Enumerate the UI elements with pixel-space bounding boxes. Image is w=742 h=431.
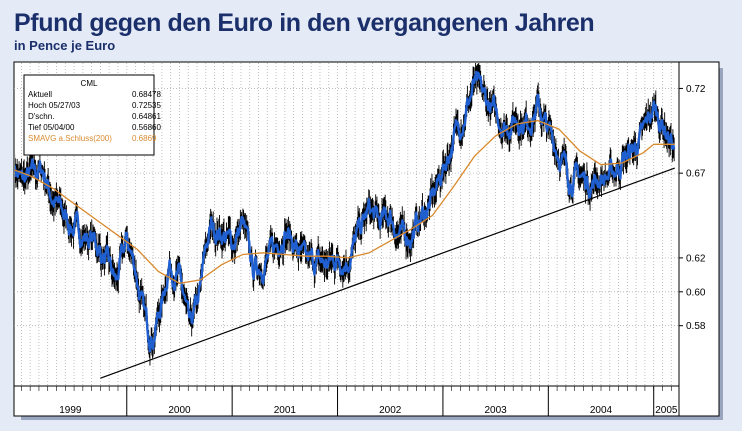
x-tick-label: 1999 (59, 405, 82, 416)
y-tick-label: 0.58 (686, 321, 706, 332)
y-tick-label: 0.72 (686, 84, 706, 95)
trendline (100, 167, 675, 379)
sma-line (15, 119, 675, 284)
legend-box (23, 74, 155, 156)
y-tick-label: 0.60 (686, 287, 706, 298)
legend-heading: CML (81, 79, 98, 88)
legend-value: 0.68478 (132, 90, 161, 99)
price-line (15, 70, 676, 353)
y-axis: 0.72 0.67 0.62 0.60 0.58 (679, 84, 706, 332)
x-tick-label: 2004 (590, 405, 613, 416)
legend-label: Hoch 05/27/03 (28, 101, 81, 110)
legend-value: 0.72535 (132, 101, 161, 110)
legend-value: 0.56860 (132, 123, 161, 132)
legend-label: Tief 05/04/00 (28, 123, 75, 132)
y-tick-label: 0.67 (686, 169, 706, 180)
x-tick-label: 2001 (274, 405, 297, 416)
x-tick-label: 2000 (168, 405, 191, 416)
chart-subtitle: in Pence je Euro (14, 38, 116, 53)
x-tick-label: 2002 (379, 405, 402, 416)
legend-value: 0.64861 (132, 112, 161, 121)
y-tick-label: 0.62 (686, 253, 706, 264)
x-axis: 1999 2000 2001 2002 2003 2004 2005 (21, 386, 678, 416)
legend-label: Aktuell (28, 90, 52, 99)
legend-value-sma: 0.6869 (132, 134, 157, 143)
x-tick-label: 2003 (484, 405, 507, 416)
legend: CML Aktuell 0.68478 Hoch 05/27/03 0.7253… (23, 74, 161, 156)
plot-area (15, 63, 676, 379)
x-tick-label: 2005 (655, 405, 678, 416)
y-axis-panel (678, 61, 720, 417)
legend-label-sma: SMAVG a.Schluss(200) (28, 134, 112, 143)
legend-label: D'schn. (28, 112, 54, 121)
chart-title: Pfund gegen den Euro in den vergangenen … (14, 9, 595, 37)
